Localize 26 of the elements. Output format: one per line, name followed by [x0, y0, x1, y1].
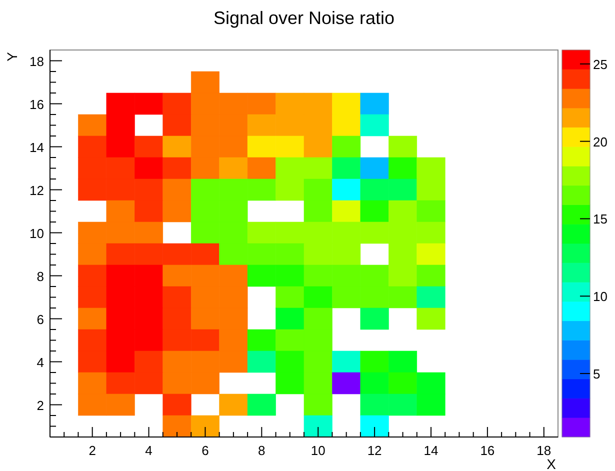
x-tick-label: 12 [367, 443, 382, 458]
x-tick-label: 10 [310, 443, 326, 458]
y-tick-label: 8 [36, 268, 44, 284]
x-tick-label: 2 [88, 443, 96, 458]
x-tick-label: 6 [202, 443, 209, 458]
color-bar-label: 25 [593, 56, 608, 72]
color-bar-label: 15 [593, 212, 608, 227]
x-tick-label: 8 [258, 443, 266, 458]
color-bar-label: 20 [593, 134, 608, 150]
y-tick-label: 6 [36, 312, 44, 327]
x-axis-title: X [546, 456, 557, 471]
x-tick-label: 18 [536, 443, 552, 458]
y-axis-title: Y [4, 51, 20, 62]
x-tick-label: 4 [145, 443, 152, 458]
y-tick-label: 2 [36, 398, 44, 413]
color-bar-label: 10 [593, 289, 608, 304]
y-tick-label: 14 [30, 140, 44, 155]
chart-title: Signal over Noise ratio [213, 8, 395, 28]
color-bar-label: 5 [593, 366, 600, 382]
x-tick-label: 16 [480, 443, 495, 458]
y-tick-label: 10 [30, 226, 44, 241]
y-tick-label: 4 [36, 354, 44, 370]
y-tick-label: 18 [30, 54, 44, 69]
y-tick-label: 16 [30, 96, 44, 112]
y-tick-label: 12 [30, 182, 44, 198]
x-tick-label: 14 [424, 443, 438, 458]
